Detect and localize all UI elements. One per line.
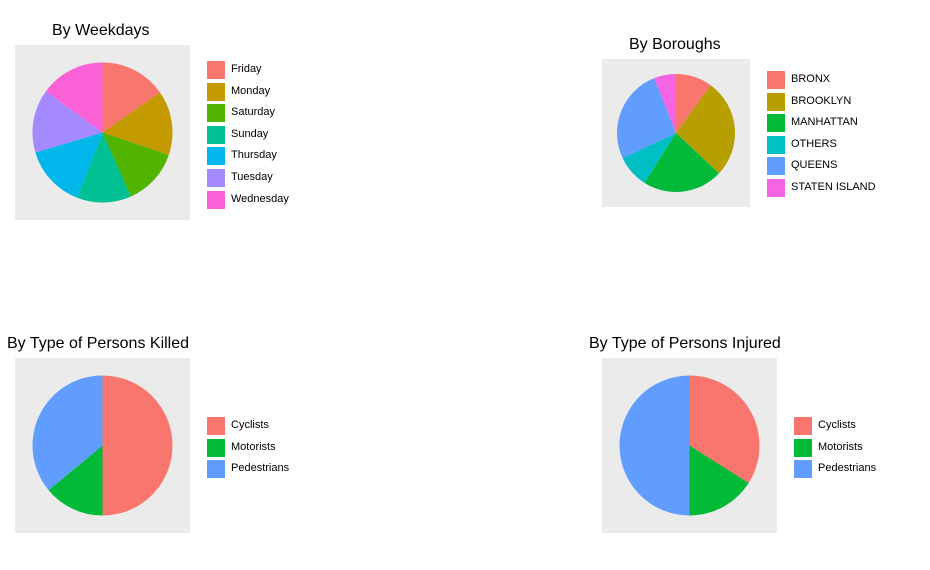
pie-slice-monday — [102, 92, 173, 155]
legend-label: QUEENS — [791, 159, 838, 172]
legend-swatch — [767, 71, 785, 89]
pie-slice-saturday — [102, 132, 169, 197]
legend-label: Cyclists — [818, 419, 856, 431]
plot-panel — [15, 358, 190, 533]
legend-label: BROOKLYN — [791, 94, 852, 107]
legend-swatch — [794, 460, 812, 479]
legend-swatch — [207, 438, 225, 457]
pie-chart — [617, 74, 735, 192]
chart-title: By Type of Persons Injured — [589, 335, 781, 352]
legend-label: Sunday — [231, 127, 269, 140]
chart-title: By Type of Persons Killed — [7, 335, 190, 352]
pie-slice-pedestrians — [32, 375, 103, 491]
chart-title: By Weekdays — [52, 22, 150, 39]
legend-label: Wednesday — [231, 192, 289, 205]
pie-slice-sunday — [77, 132, 131, 203]
pie-slice-thursday — [35, 132, 103, 198]
pie-slice-motorists — [689, 445, 749, 516]
pie-slice-wednesday — [45, 62, 103, 133]
legend-label: OTHERS — [791, 137, 837, 150]
pie-slice-cyclists — [689, 375, 760, 484]
legend-label: Pedestrians — [231, 462, 290, 475]
legend-label: Pedestrians — [818, 462, 877, 475]
plot-panel — [15, 45, 190, 220]
legend-label: Saturday — [231, 106, 276, 119]
pie-slice-manhattan — [644, 133, 720, 192]
pie-slice-staten-island — [654, 74, 676, 133]
legend-swatch — [207, 147, 225, 166]
legend-swatch — [767, 157, 785, 176]
legend-label: Thursday — [231, 149, 277, 162]
legend-swatch — [207, 417, 225, 435]
pie-slice-queens — [617, 78, 676, 159]
plot-panel — [602, 59, 750, 207]
legend-swatch — [207, 61, 225, 79]
legend-label: STATEN ISLAND — [791, 181, 876, 193]
legend-label: MANHATTAN — [791, 116, 858, 129]
pie-slice-others — [622, 133, 676, 183]
pie-chart — [32, 62, 173, 203]
legend-label: Cyclists — [231, 419, 269, 431]
legend-swatch — [767, 114, 785, 133]
legend-swatch — [207, 460, 225, 479]
legend-label: Friday — [231, 63, 262, 75]
legend-label: Tuesday — [231, 171, 273, 183]
legend-swatch — [207, 125, 225, 144]
legend-swatch — [207, 169, 225, 187]
pie-slice-bronx — [676, 74, 711, 133]
legend-label: BRONX — [791, 73, 831, 85]
legend-swatch — [794, 417, 812, 435]
pie-slice-cyclists — [102, 375, 173, 516]
pie-chart — [619, 375, 760, 516]
legend-label: Motorists — [231, 440, 276, 453]
legend-swatch — [767, 135, 785, 154]
pie-slice-friday — [102, 62, 160, 133]
pie-slice-brooklyn — [676, 85, 735, 174]
pie-slice-tuesday — [32, 91, 103, 153]
pie-slice-pedestrians — [619, 375, 690, 516]
legend-label: Motorists — [818, 440, 863, 453]
legend-swatch — [794, 438, 812, 457]
pie-slice-motorists — [48, 445, 103, 516]
legend-label: Monday — [231, 84, 271, 97]
pie-chart — [32, 375, 173, 516]
legend-swatch — [207, 104, 225, 123]
legend-swatch — [207, 82, 225, 101]
legend-swatch — [767, 179, 785, 197]
plot-panel — [602, 358, 777, 533]
chart-title: By Boroughs — [629, 36, 721, 53]
legend-swatch — [767, 92, 785, 111]
legend-swatch — [207, 190, 225, 209]
